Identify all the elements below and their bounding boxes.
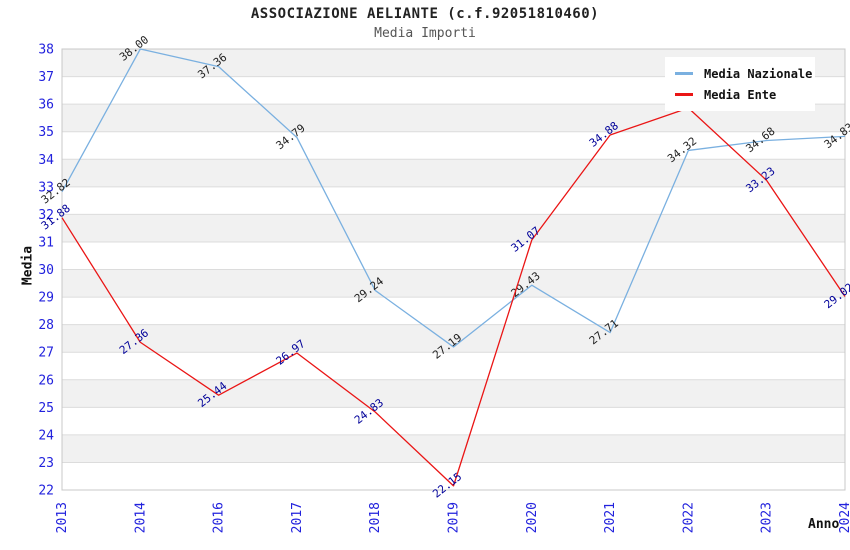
y-tick-label: 33 [38,180,54,195]
grid-band [62,379,845,408]
x-tick-label: 2021 [603,502,618,533]
x-tick-label: 2017 [290,502,305,533]
legend: Media Nazionale Media Ente [665,57,815,111]
y-tick-label: 31 [38,235,54,250]
y-tick-label: 28 [38,318,54,333]
y-tick-label: 30 [38,263,54,278]
legend-item-media-ente: Media Ente [675,84,807,105]
y-tick-label: 35 [38,125,54,140]
grid-band [62,269,845,298]
y-tick-label: 26 [38,373,54,388]
y-tick-label: 25 [38,401,54,416]
x-tick-label: 2023 [760,502,775,533]
x-tick-label: 2024 [838,502,850,533]
y-tick-label: 34 [38,153,54,168]
x-tick-label: 2013 [55,502,70,533]
y-tick-label: 38 [38,43,54,58]
point-label: 22.15 [430,470,464,501]
y-tick-label: 29 [38,291,54,306]
grid-band [62,214,845,242]
y-tick-label: 37 [38,70,54,85]
grid-band [62,434,845,463]
y-axis-title: Media [20,245,36,286]
y-tick-label: 24 [38,428,54,443]
legend-label: Media Nazionale [704,66,813,81]
plot-border [61,48,846,491]
series-line [61,107,846,487]
chart-title: ASSOCIAZIONE AELIANTE (c.f.92051810460) [250,6,600,22]
x-tick-label: 2020 [525,502,540,533]
legend-label: Media Ente [704,87,777,102]
line-marker-icon [675,72,693,75]
x-tick-label: 2014 [133,502,148,533]
x-tick-label: 2018 [368,502,383,533]
y-tick-label: 23 [38,456,54,471]
y-tick-label: 22 [38,484,54,499]
series-line [61,48,846,348]
y-tick-label: 32 [38,208,54,223]
line-marker-icon [675,93,693,96]
y-tick-label: 36 [38,98,54,113]
y-tick-label: 27 [38,346,54,361]
x-tick-label: 2016 [212,502,227,533]
x-tick-label: 2022 [681,502,696,533]
legend-item-media-nazionale: Media Nazionale [675,63,812,84]
x-axis-title: Anno [808,517,840,532]
grid-band [62,159,845,187]
chart-subtitle: Media Importi [374,26,476,41]
x-tick-label: 2019 [447,502,462,533]
